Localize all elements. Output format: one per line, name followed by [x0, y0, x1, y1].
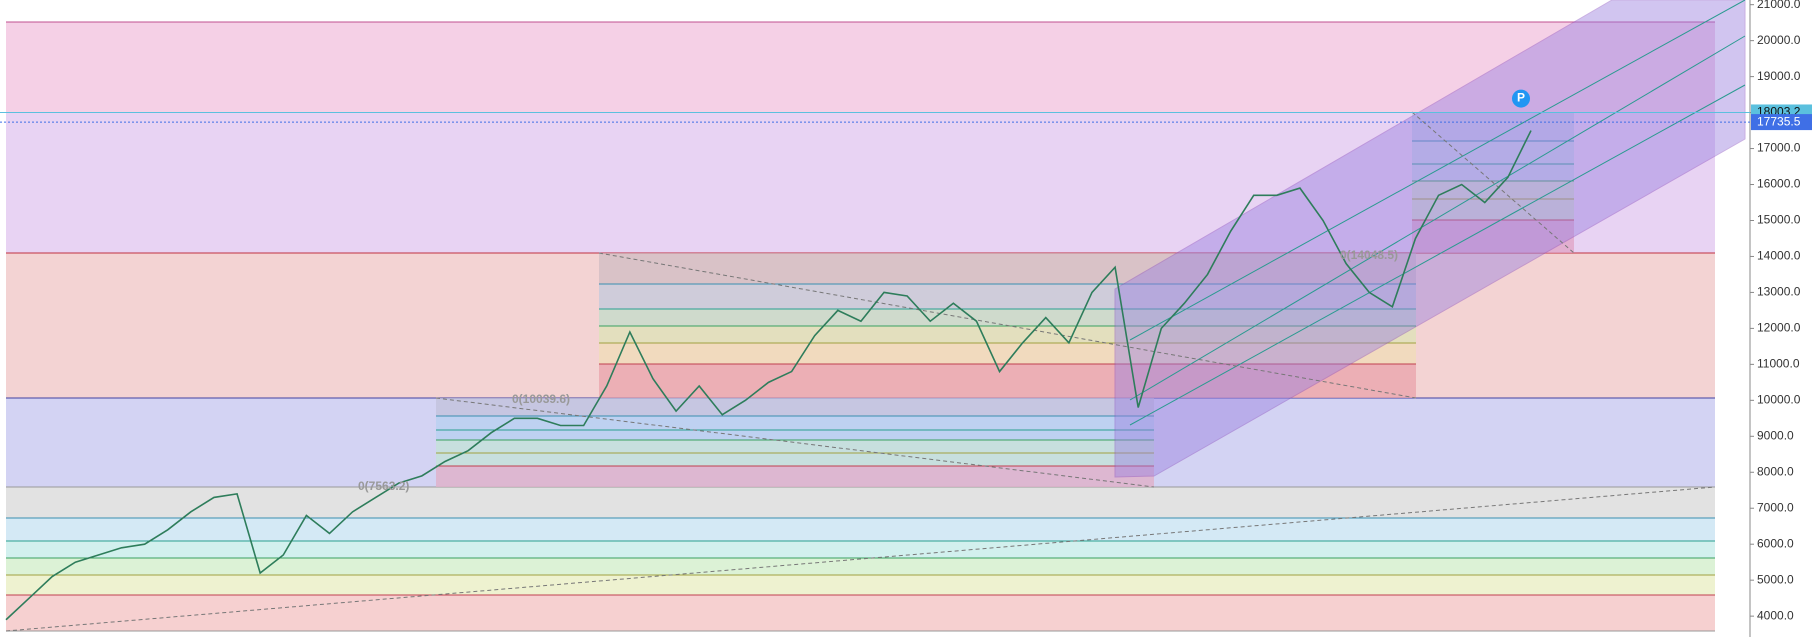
- fib-label: 0(14048.5): [1340, 248, 1398, 262]
- y-tick-label: 17000.0: [1757, 141, 1801, 155]
- y-tick-label: 9000.0: [1757, 428, 1794, 442]
- y-tick-label: 16000.0: [1757, 177, 1801, 191]
- marker-label: P: [1517, 91, 1525, 105]
- fib-label: 0(10039.6): [512, 392, 570, 406]
- y-tick-label: 15000.0: [1757, 213, 1801, 227]
- y-tick-label: 20000.0: [1757, 33, 1801, 47]
- price-tag: [1751, 114, 1812, 131]
- y-tick-label: 13000.0: [1757, 285, 1801, 299]
- drawings: [5, 0, 1746, 632]
- y-tick-label: 7000.0: [1757, 500, 1794, 514]
- y-tick-label: 19000.0: [1757, 69, 1801, 83]
- y-tick-label: 6000.0: [1757, 536, 1794, 550]
- y-tick-label: 8000.0: [1757, 464, 1794, 478]
- marker-circle: [1512, 89, 1530, 108]
- y-tick-label: 10000.0: [1757, 392, 1801, 406]
- y-tick-label: 11000.0: [1757, 357, 1800, 371]
- price-tag-label: 17735.5: [1757, 114, 1801, 128]
- y-tick-label: 12000.0: [1757, 321, 1801, 335]
- y-tick-label: 14000.0: [1757, 249, 1801, 263]
- marker: P: [1512, 89, 1530, 108]
- y-tick-label: 5000.0: [1757, 572, 1794, 586]
- fib-label: 0(7563.2): [358, 479, 409, 493]
- y-tick-label: 21000.0: [1757, 0, 1801, 11]
- price-line: [5, 130, 1532, 621]
- y-tick-label: 4000.0: [1757, 608, 1794, 622]
